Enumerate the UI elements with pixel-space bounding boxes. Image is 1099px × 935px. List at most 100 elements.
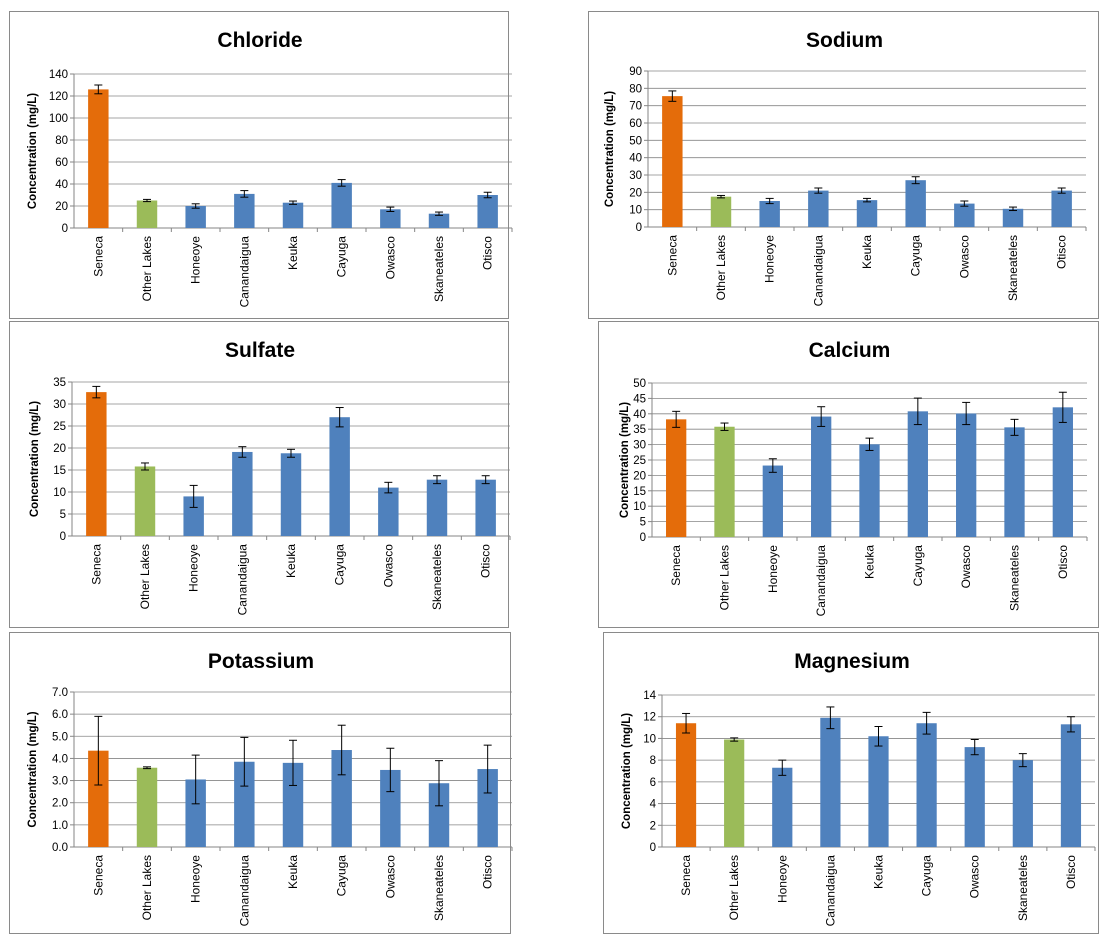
bar-otisco bbox=[475, 479, 496, 536]
bar-otisco bbox=[477, 769, 498, 847]
x-tick-label-cayuga: Cayuga bbox=[335, 855, 349, 897]
x-tick-label-owasco: Owasco bbox=[959, 545, 973, 589]
chart-panel-calcium: Calcium Concentration (mg/L) 0 5 10 15 20 25 30 3… bbox=[598, 321, 1099, 628]
y-tick-label: 30 bbox=[53, 399, 66, 411]
y-axis-label: Concentration (mg/L) bbox=[27, 711, 39, 827]
x-tick-label-owasco: Owasco bbox=[383, 855, 397, 899]
y-tick-label: 7.0 bbox=[52, 687, 68, 699]
y-tick-label: 30 bbox=[629, 170, 642, 182]
x-tick-label-seneca: Seneca bbox=[665, 235, 679, 276]
bar-cayuga bbox=[329, 417, 350, 536]
bar-honeoye bbox=[183, 496, 204, 536]
y-tick-label: 1.0 bbox=[52, 820, 68, 832]
x-tick-label-honeoye: Honeoye bbox=[187, 544, 201, 592]
bar-cayuga bbox=[905, 180, 926, 227]
bar-keuka bbox=[280, 453, 302, 536]
y-tick-label: 4 bbox=[650, 799, 657, 811]
y-tick-label: 80 bbox=[629, 83, 642, 95]
x-tick-label-honeoye: Honeoye bbox=[189, 855, 203, 903]
x-tick-label-honeoye: Honeoye bbox=[189, 236, 203, 284]
chart-sulfate: Sulfate Concentration (mg/L) 0 5 10 15 20 25 30 3… bbox=[29, 339, 511, 616]
y-tick-label: 25 bbox=[633, 455, 646, 467]
x-tick-label-skaneateles: Skaneateles bbox=[430, 544, 444, 610]
x-tick-label-cayuga: Cayuga bbox=[335, 236, 349, 278]
x-tick-label-keuka: Keuka bbox=[284, 544, 298, 578]
chart-title: Calcium bbox=[809, 339, 891, 362]
x-tick-label-cayuga: Cayuga bbox=[909, 235, 923, 277]
bar-seneca bbox=[675, 723, 697, 847]
x-tick-label-keuka: Keuka bbox=[872, 855, 886, 889]
bar-keuka bbox=[282, 202, 304, 228]
bar-seneca bbox=[88, 750, 109, 847]
x-tick-label-cayuga: Cayuga bbox=[920, 855, 934, 897]
bar-owasco bbox=[380, 209, 401, 228]
bar-cayuga bbox=[331, 182, 352, 228]
y-tick-label: 2 bbox=[650, 820, 656, 832]
x-tick-label-canandaigua: Canandaigua bbox=[237, 855, 251, 927]
x-tick-label-other-lakes: Other Lakes bbox=[718, 545, 732, 610]
y-tick-label: 50 bbox=[633, 378, 646, 390]
y-tick-label: 45 bbox=[633, 393, 646, 405]
bar-keuka bbox=[859, 444, 880, 537]
y-axis-label: Concentration (mg/L) bbox=[619, 402, 631, 518]
x-tick-label-canandaigua: Canandaigua bbox=[235, 544, 249, 616]
x-tick-label-seneca: Seneca bbox=[679, 855, 693, 896]
y-tick-label: 4.0 bbox=[52, 753, 68, 765]
chart-panel-chloride: Chloride Concentration (mg/L) 0 20 40 60 80 100… bbox=[9, 11, 513, 319]
y-tick-label: 60 bbox=[55, 157, 68, 169]
bar-other-lakes bbox=[714, 426, 735, 537]
x-tick-label-otisco: Otisco bbox=[1064, 855, 1078, 889]
y-tick-label: 10 bbox=[629, 205, 642, 217]
bar-cayuga bbox=[331, 750, 352, 847]
bar-skaneateles bbox=[426, 479, 448, 536]
chart-panel-sodium: Sodium Concentration (mg/L) 0 10 20 30 40 50 60 7… bbox=[588, 11, 1099, 319]
x-tick-label-seneca: Seneca bbox=[91, 236, 105, 277]
x-tick-label-keuka: Keuka bbox=[286, 855, 300, 889]
y-tick-label: 60 bbox=[629, 118, 642, 130]
bar-other-lakes bbox=[710, 196, 732, 227]
bar-canandaigua bbox=[232, 451, 253, 536]
bar-skaneateles bbox=[1004, 427, 1025, 537]
x-tick-label-owasco: Owasco bbox=[383, 236, 397, 280]
x-tick-label-honeoye: Honeoye bbox=[763, 235, 777, 283]
bar-owasco bbox=[378, 487, 399, 536]
x-tick-label-skaneateles: Skaneateles bbox=[432, 236, 446, 302]
y-tick-label: 5 bbox=[60, 509, 66, 521]
bar-canandaigua bbox=[234, 193, 255, 228]
y-axis-label: Concentration (mg/L) bbox=[27, 93, 39, 209]
x-tick-label-seneca: Seneca bbox=[669, 545, 683, 586]
y-tick-label: 10 bbox=[643, 733, 656, 745]
bar-seneca bbox=[666, 419, 687, 537]
bar-honeoye bbox=[772, 767, 793, 847]
y-tick-label: 0 bbox=[650, 842, 656, 854]
x-tick-label-otisco: Otisco bbox=[481, 236, 495, 270]
bar-keuka bbox=[868, 736, 889, 847]
bar-keuka bbox=[856, 200, 878, 227]
y-tick-label: 40 bbox=[629, 153, 642, 165]
chart-title: Magnesium bbox=[794, 650, 910, 673]
x-tick-label-skaneateles: Skaneateles bbox=[1016, 855, 1030, 921]
bar-seneca bbox=[88, 89, 109, 229]
chart-panel-magnesium: Magnesium Concentration (mg/L) 0 2 4 6 8 10 12 14… bbox=[603, 632, 1099, 934]
x-tick-label-skaneateles: Skaneateles bbox=[1006, 235, 1020, 301]
y-tick-label: 50 bbox=[629, 135, 642, 147]
y-tick-label: 10 bbox=[53, 487, 66, 499]
y-tick-label: 14 bbox=[643, 690, 656, 702]
y-axis-label: Concentration (mg/L) bbox=[621, 713, 633, 829]
y-tick-label: 40 bbox=[55, 179, 68, 191]
x-tick-label-other-lakes: Other Lakes bbox=[140, 236, 154, 301]
chart-title: Chloride bbox=[217, 29, 302, 52]
chart-title: Sodium bbox=[806, 29, 883, 52]
bar-canandaigua bbox=[234, 761, 255, 847]
y-tick-label: 0 bbox=[60, 531, 66, 543]
chart-title: Potassium bbox=[208, 650, 314, 673]
bar-skaneateles bbox=[428, 213, 450, 228]
x-tick-label-skaneateles: Skaneateles bbox=[1008, 545, 1022, 611]
x-tick-label-canandaigua: Canandaigua bbox=[814, 545, 828, 617]
y-tick-label: 20 bbox=[53, 443, 66, 455]
bar-skaneateles bbox=[428, 783, 450, 847]
x-tick-label-owasco: Owasco bbox=[968, 855, 982, 899]
bar-owasco bbox=[954, 203, 975, 227]
y-axis-label: Concentration (mg/L) bbox=[604, 91, 616, 207]
x-tick-label-otisco: Otisco bbox=[479, 544, 493, 578]
